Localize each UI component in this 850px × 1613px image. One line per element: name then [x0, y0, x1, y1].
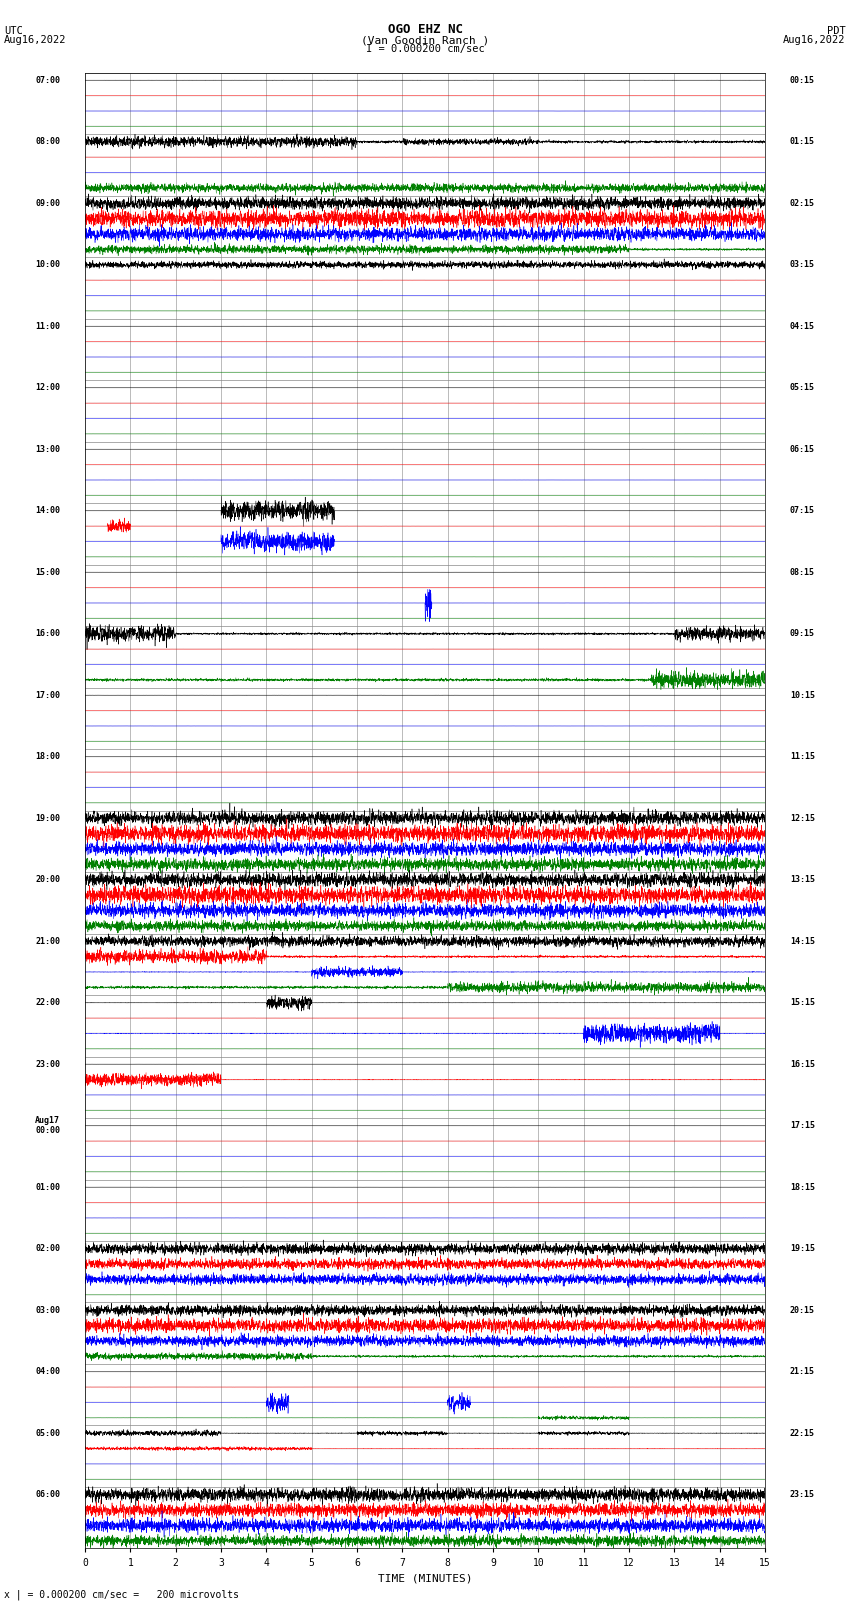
Text: I = 0.000200 cm/sec: I = 0.000200 cm/sec	[366, 44, 484, 53]
Text: Aug16,2022: Aug16,2022	[4, 35, 67, 45]
Text: 19:15: 19:15	[790, 1244, 815, 1253]
Text: 13:00: 13:00	[35, 445, 60, 453]
Text: 08:00: 08:00	[35, 137, 60, 147]
Text: 12:00: 12:00	[35, 384, 60, 392]
Text: PDT: PDT	[827, 26, 846, 37]
Text: Aug17
00:00: Aug17 00:00	[35, 1116, 60, 1136]
Text: 09:15: 09:15	[790, 629, 815, 639]
Text: 16:00: 16:00	[35, 629, 60, 639]
Text: 06:15: 06:15	[790, 445, 815, 453]
Text: 07:00: 07:00	[35, 76, 60, 85]
Text: 14:00: 14:00	[35, 506, 60, 515]
Text: 21:00: 21:00	[35, 937, 60, 945]
Text: UTC: UTC	[4, 26, 23, 37]
Text: x | = 0.000200 cm/sec =   200 microvolts: x | = 0.000200 cm/sec = 200 microvolts	[4, 1589, 239, 1600]
Text: 10:00: 10:00	[35, 260, 60, 269]
Text: 18:00: 18:00	[35, 752, 60, 761]
Text: 04:15: 04:15	[790, 321, 815, 331]
Text: 08:15: 08:15	[790, 568, 815, 577]
Text: 02:00: 02:00	[35, 1244, 60, 1253]
Text: 05:15: 05:15	[790, 384, 815, 392]
Text: 20:00: 20:00	[35, 876, 60, 884]
Text: 13:15: 13:15	[790, 876, 815, 884]
Text: 16:15: 16:15	[790, 1060, 815, 1069]
Text: 18:15: 18:15	[790, 1182, 815, 1192]
Text: 07:15: 07:15	[790, 506, 815, 515]
Text: 11:15: 11:15	[790, 752, 815, 761]
Text: (Van Goodin Ranch ): (Van Goodin Ranch )	[361, 35, 489, 45]
Text: OGO EHZ NC: OGO EHZ NC	[388, 23, 462, 37]
Text: 03:15: 03:15	[790, 260, 815, 269]
Text: 06:00: 06:00	[35, 1490, 60, 1498]
Text: 04:00: 04:00	[35, 1368, 60, 1376]
Text: 17:15: 17:15	[790, 1121, 815, 1131]
Text: 22:00: 22:00	[35, 998, 60, 1007]
Text: 11:00: 11:00	[35, 321, 60, 331]
Text: 19:00: 19:00	[35, 813, 60, 823]
Text: 01:15: 01:15	[790, 137, 815, 147]
X-axis label: TIME (MINUTES): TIME (MINUTES)	[377, 1573, 473, 1582]
Text: 23:15: 23:15	[790, 1490, 815, 1498]
Text: Aug16,2022: Aug16,2022	[783, 35, 846, 45]
Text: 03:00: 03:00	[35, 1305, 60, 1315]
Text: 22:15: 22:15	[790, 1429, 815, 1437]
Text: 15:15: 15:15	[790, 998, 815, 1007]
Text: 05:00: 05:00	[35, 1429, 60, 1437]
Text: 15:00: 15:00	[35, 568, 60, 577]
Text: 00:15: 00:15	[790, 76, 815, 85]
Text: 01:00: 01:00	[35, 1182, 60, 1192]
Text: 20:15: 20:15	[790, 1305, 815, 1315]
Text: 14:15: 14:15	[790, 937, 815, 945]
Text: 23:00: 23:00	[35, 1060, 60, 1069]
Text: 12:15: 12:15	[790, 813, 815, 823]
Text: 09:00: 09:00	[35, 198, 60, 208]
Text: 21:15: 21:15	[790, 1368, 815, 1376]
Text: 17:00: 17:00	[35, 690, 60, 700]
Text: 02:15: 02:15	[790, 198, 815, 208]
Text: 10:15: 10:15	[790, 690, 815, 700]
